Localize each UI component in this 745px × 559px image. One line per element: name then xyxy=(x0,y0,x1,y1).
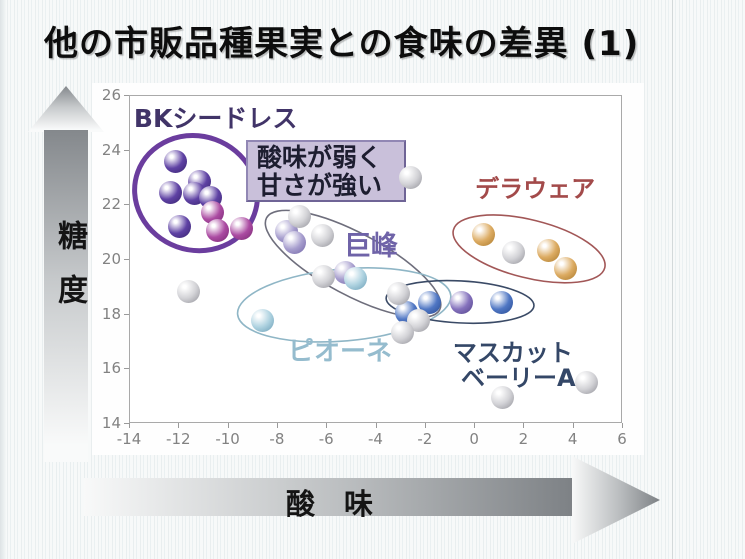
annotation-box: 酸味が弱く 甘さが強い xyxy=(246,140,406,202)
page-title: 他の市販品種果実との食味の差異 (1) xyxy=(44,24,640,64)
annotation-line-2: 甘さが強い xyxy=(257,171,383,200)
x-tick-mark xyxy=(276,423,278,428)
y-tick-mark xyxy=(124,423,129,424)
y-tick-label: 26 xyxy=(101,86,121,104)
data-point xyxy=(574,370,598,394)
data-point xyxy=(490,385,514,409)
x-tick-label: 6 xyxy=(617,430,627,448)
series-label: マスカット xyxy=(452,339,573,368)
x-tick-mark xyxy=(424,423,426,428)
slide-right-seam xyxy=(672,0,673,559)
data-point xyxy=(344,266,368,290)
x-tick-mark xyxy=(474,423,476,428)
data-point xyxy=(502,240,526,264)
x-tick-label: -8 xyxy=(269,430,285,448)
series-label: BKシードレス xyxy=(133,104,298,134)
data-point xyxy=(398,165,422,189)
series-label: デラウェア xyxy=(475,175,596,204)
data-point xyxy=(536,239,560,263)
y-tick-label: 18 xyxy=(101,304,121,323)
data-point xyxy=(282,231,306,255)
x-tick-mark xyxy=(227,423,229,428)
x-tick-label: -4 xyxy=(368,430,383,448)
y-tick-label: 22 xyxy=(101,195,121,214)
x-tick-label: -12 xyxy=(166,430,191,448)
slide-left-edge xyxy=(0,0,6,559)
sugar-axis-label: 糖度 xyxy=(52,220,87,328)
data-point xyxy=(287,205,311,229)
y-tick-mark xyxy=(124,204,129,206)
data-point xyxy=(168,214,192,238)
series-label: ピオーネ xyxy=(287,336,392,367)
x-tick-label: 2 xyxy=(518,430,529,448)
data-point xyxy=(229,217,253,241)
y-tick-mark xyxy=(124,259,129,260)
y-tick-label: 20 xyxy=(101,250,121,268)
series-label: ベーリーA xyxy=(461,363,576,392)
data-point xyxy=(553,257,577,281)
x-tick-mark xyxy=(129,423,130,428)
y-tick-label: 16 xyxy=(101,359,121,378)
annotation-line-1: 酸味が弱く xyxy=(257,143,383,172)
series-label: 巨峰 xyxy=(343,231,398,262)
data-point xyxy=(489,291,513,315)
x-tick-mark xyxy=(375,423,377,428)
x-tick-label: -14 xyxy=(116,430,142,448)
data-point xyxy=(176,280,200,304)
x-tick-mark xyxy=(178,423,180,428)
y-tick-mark xyxy=(124,149,129,151)
data-point xyxy=(159,180,183,204)
x-tick-label: -2 xyxy=(417,430,433,448)
x-tick-label: 0 xyxy=(469,430,479,448)
x-tick-mark xyxy=(523,423,525,428)
acidity-axis-label: 酸 味 xyxy=(286,487,374,521)
data-point xyxy=(387,281,411,305)
y-tick-label: 24 xyxy=(101,140,121,159)
x-tick-mark xyxy=(326,423,328,428)
data-point xyxy=(250,309,274,332)
x-tick-label: -6 xyxy=(318,430,334,448)
y-tick-mark xyxy=(124,95,129,96)
y-tick-mark xyxy=(124,368,129,370)
y-tick-mark xyxy=(124,313,129,315)
y-tick-label: 14 xyxy=(101,414,121,432)
x-tick-label: -10 xyxy=(215,430,240,448)
data-point xyxy=(206,218,230,242)
x-tick-label: 4 xyxy=(567,430,578,448)
x-tick-mark xyxy=(622,423,623,428)
x-tick-mark xyxy=(572,423,574,428)
